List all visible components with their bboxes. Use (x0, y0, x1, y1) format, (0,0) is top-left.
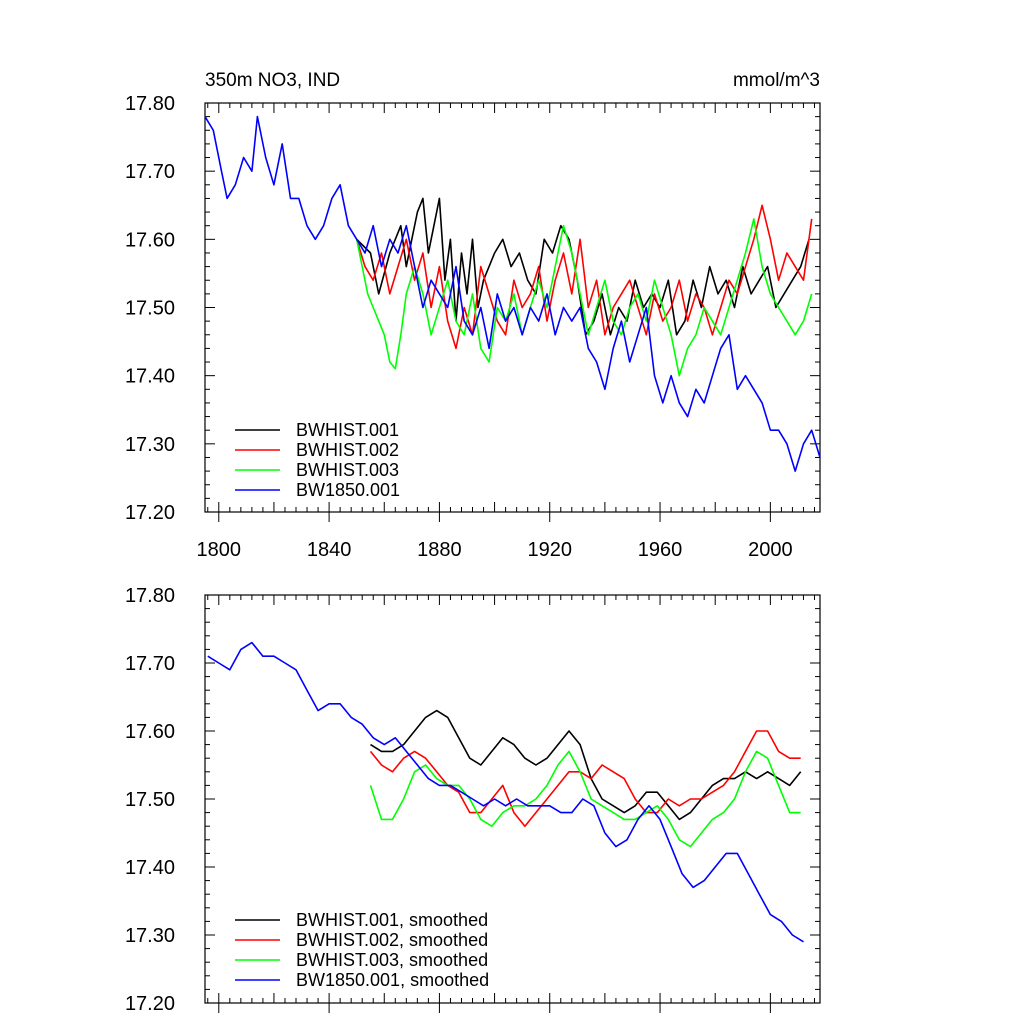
series-line-1 (355, 204, 813, 350)
legend-entry-3: BW1850.001 (296, 480, 400, 500)
series-line-1 (369, 730, 801, 828)
series-line-0 (356, 197, 810, 336)
series-line-3 (207, 641, 804, 943)
bottom-panel-plot: 17.20 17.30 17.40 17.50 17.60 17.70 17.80 BWHIS… (125, 585, 821, 1015)
y-tick-label: 17.80 (125, 93, 175, 115)
legend-entry-1: BWHIST.002 (296, 440, 399, 460)
y-tick-label: 17.50 (125, 298, 175, 320)
y-tick-label: 17.40 (125, 857, 175, 879)
x-tick-label: 1840 (307, 539, 352, 561)
legend-entry-0: BWHIST.001, smoothed (296, 910, 488, 930)
series-line-3 (204, 115, 821, 472)
x-tick-label: 1960 (638, 539, 683, 561)
top-panel-title: 350m NO3, IND (205, 70, 340, 91)
y-tick-label: 17.40 (125, 366, 175, 388)
y-tick-label: 17.20 (125, 993, 175, 1015)
legend-entry-0: BWHIST.001 (296, 420, 399, 440)
legend-entry-2: BWHIST.003, smoothed (296, 950, 488, 970)
y-tick-label: 17.50 (125, 789, 175, 811)
y-tick-label: 17.30 (125, 434, 175, 456)
y-tick-label: 17.70 (125, 161, 175, 183)
x-tick-label: 1800 (197, 539, 242, 561)
top-panel-plot: 17.20 17.30 17.40 17.50 17.60 17.70 17.80 1800 1… (125, 93, 821, 561)
legend-entry-3: BW1850.001, smoothed (296, 970, 489, 990)
series-line-0 (370, 709, 802, 821)
y-tick-label: 17.30 (125, 925, 175, 947)
y-tick-label: 17.60 (125, 721, 175, 743)
x-tick-label: 1880 (417, 539, 462, 561)
y-tick-label: 17.70 (125, 653, 175, 675)
y-tick-label: 17.80 (125, 585, 175, 607)
x-tick-label: 2000 (748, 539, 793, 561)
legend-entry-2: BWHIST.003 (296, 460, 399, 480)
series-line-2 (355, 218, 813, 377)
legend-entry-1: BWHIST.002, smoothed (296, 930, 488, 950)
top-panel-units: mmol/m^3 (733, 70, 820, 91)
y-tick-label: 17.60 (125, 229, 175, 251)
x-tick-label: 1920 (527, 539, 572, 561)
series-line-2 (369, 750, 801, 848)
y-tick-label: 17.20 (125, 502, 175, 524)
